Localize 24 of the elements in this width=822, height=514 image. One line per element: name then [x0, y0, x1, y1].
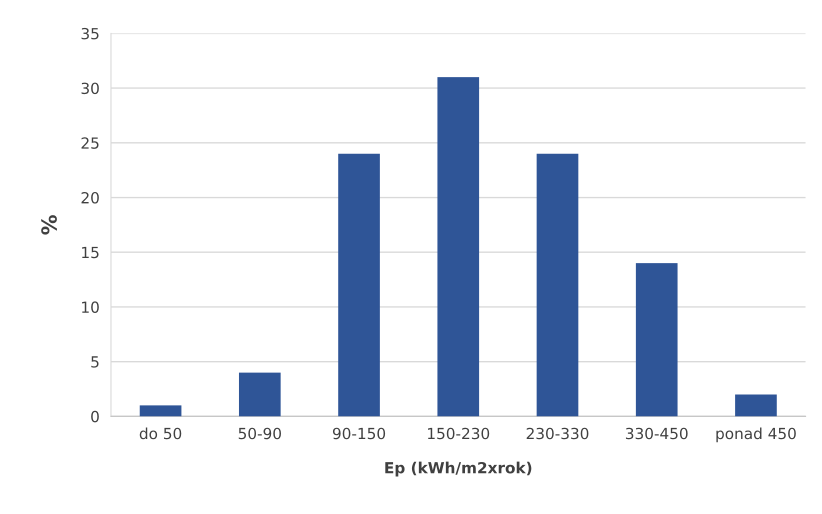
x-axis-title: Ep (kWh/m2xrok): [385, 462, 532, 476]
x-tick-label: 150-230: [428, 428, 490, 440]
y-tick-label: 35: [82, 28, 99, 40]
y-tick-label: 5: [91, 356, 99, 368]
x-tick-label: 230-330: [526, 428, 588, 440]
bar: [338, 154, 380, 416]
x-tick-label: 50-90: [238, 428, 281, 440]
bar: [636, 263, 678, 416]
x-tick-label: ponad 450: [716, 427, 796, 442]
y-tick-label: 20: [82, 192, 99, 204]
bar: [238, 372, 281, 416]
y-tick-label: 25: [82, 137, 99, 149]
y-tick-label: 30: [82, 82, 99, 94]
bar: [140, 405, 182, 416]
bar: [536, 154, 578, 416]
y-tick-label: 15: [82, 246, 99, 258]
x-tick-label: do 50: [140, 427, 182, 440]
bar: [437, 77, 480, 416]
x-tick-label: 330-450: [626, 428, 688, 440]
y-tick-label: 10: [82, 301, 99, 313]
y-axis-title: %: [41, 215, 57, 235]
bar: [735, 394, 777, 416]
y-tick-label: 0: [91, 410, 99, 422]
x-tick-label: 90-150: [332, 428, 386, 440]
